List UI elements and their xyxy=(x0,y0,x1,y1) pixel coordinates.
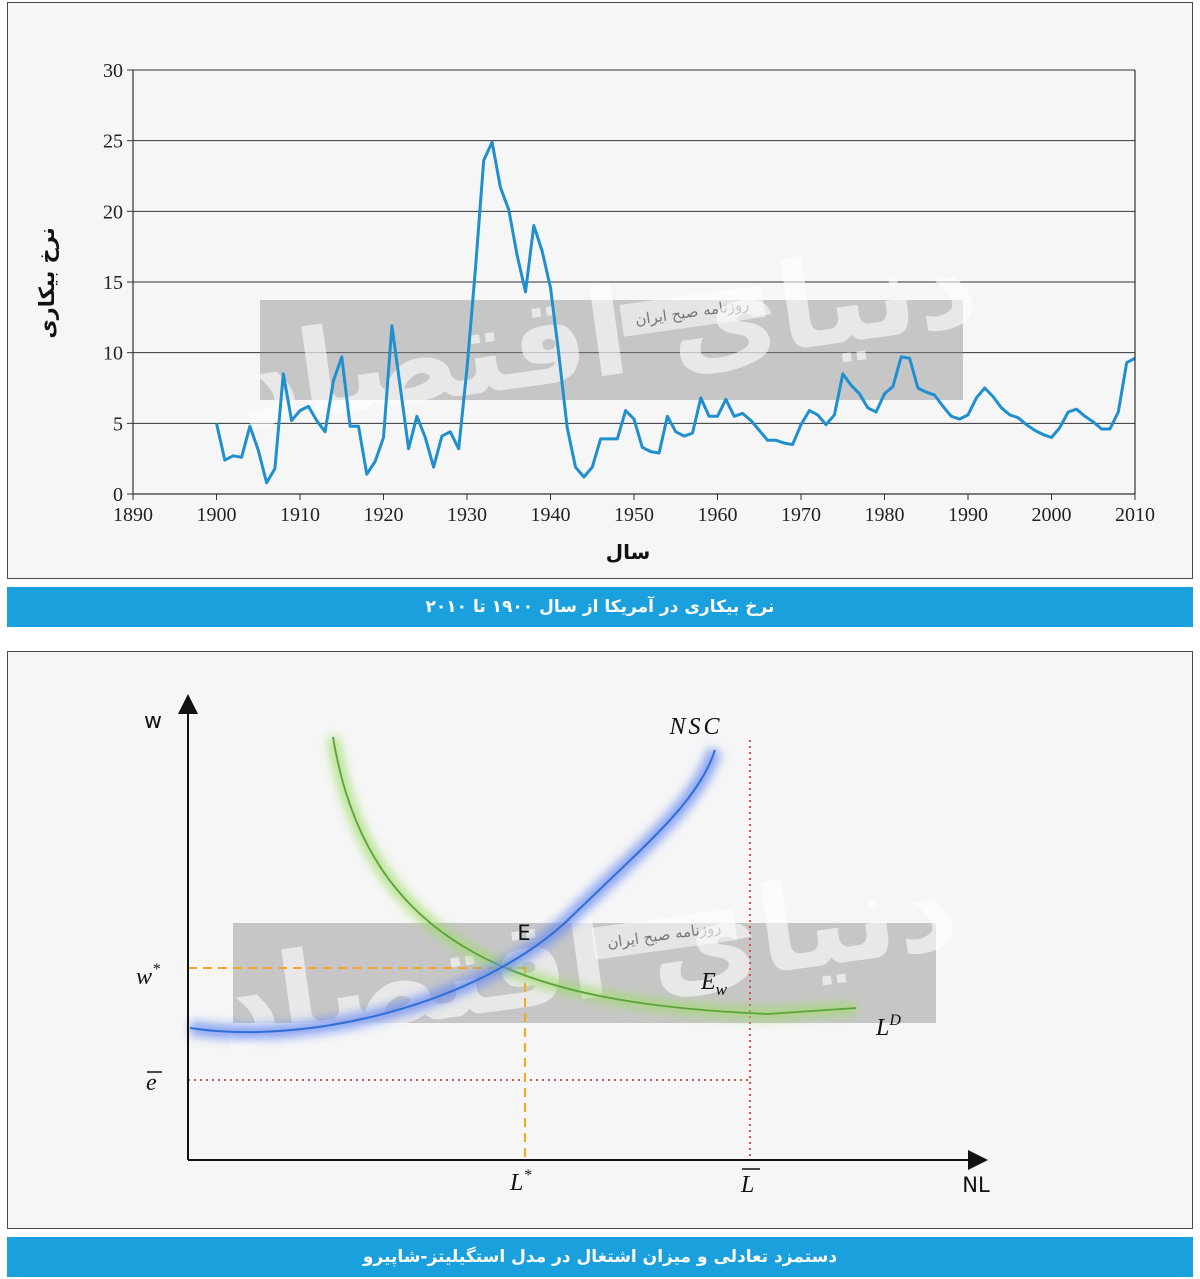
y-tick-label: 30 xyxy=(103,60,123,82)
y-axis-label-w: w xyxy=(144,709,162,734)
x-tick-label: 1970 xyxy=(781,504,821,526)
watermark-brand-2: دنیای اقتصاد xyxy=(208,837,966,1078)
equilibrium-point-label: E xyxy=(517,921,530,945)
y-tick-label: 15 xyxy=(103,272,123,294)
y-tick-label: 5 xyxy=(113,413,123,435)
y-tick-label: 0 xyxy=(113,484,123,506)
x-tick-label: 1890 xyxy=(113,504,153,526)
shapiro-stiglitz-diagram: روزنامه صبح ایران دنیای اقتصاد w NL NSC … xyxy=(136,694,990,1198)
y-tick-label: 10 xyxy=(103,343,123,365)
l-bar-label: L xyxy=(740,1172,754,1198)
l-star-label: L* xyxy=(509,1167,531,1196)
nsc-label: NSC xyxy=(668,714,722,740)
watermark-2: روزنامه صبح ایران دنیای اقتصاد xyxy=(208,837,966,1078)
x-tick-label: 1910 xyxy=(280,504,320,526)
x-tick-label: 1980 xyxy=(865,504,905,526)
chart2-caption: دستمزد تعادلی و میزان اشتغال در مدل استگ… xyxy=(7,1237,1193,1277)
w-star-label: w* xyxy=(136,961,160,990)
y-axis-label: نرخ بیکاری xyxy=(35,227,59,338)
x-tick-label: 1960 xyxy=(698,504,738,526)
ld-label: LD xyxy=(875,1012,901,1041)
shapiro-stiglitz-panel: روزنامه صبح ایران دنیای اقتصاد w NL NSC … xyxy=(7,651,1193,1229)
nsc-curve xyxy=(189,749,716,1034)
unemployment-chart-panel: روزنامه صبح ایران دنیای اقتصاد 0 5 10 15 20 2… xyxy=(7,2,1193,579)
x-tick-label: 2010 xyxy=(1115,504,1155,526)
x-tick-label: 1950 xyxy=(614,504,654,526)
watermark-brand: دنیای اقتصاد xyxy=(228,214,986,455)
chart1-caption: نرخ بیکاری در آمریکا از سال ۱۹۰۰ تا ۲۰۱۰ xyxy=(7,587,1193,627)
x-tick-label: 1930 xyxy=(447,504,487,526)
y-tick-label: 25 xyxy=(103,131,123,153)
x-tick-label: 1990 xyxy=(948,504,988,526)
x-axis-label-nl: NL xyxy=(962,1173,990,1197)
watermark: روزنامه صبح ایران دنیای اقتصاد xyxy=(228,214,986,455)
labor-demand-curve xyxy=(332,736,857,1015)
e-bar-label: e xyxy=(146,1070,157,1096)
x-tick-label: 2000 xyxy=(1032,504,1072,526)
ew-label: Ew xyxy=(700,969,728,999)
y-tick-label: 20 xyxy=(103,201,123,223)
unemployment-series-line xyxy=(215,140,1136,485)
x-axis-label: سال xyxy=(606,540,651,564)
x-tick-label: 1940 xyxy=(531,504,571,526)
x-tick-label: 1900 xyxy=(197,504,237,526)
x-tick-label: 1920 xyxy=(364,504,404,526)
unemployment-chart: روزنامه صبح ایران دنیای اقتصاد 0 5 10 15 20 2… xyxy=(35,60,1155,564)
